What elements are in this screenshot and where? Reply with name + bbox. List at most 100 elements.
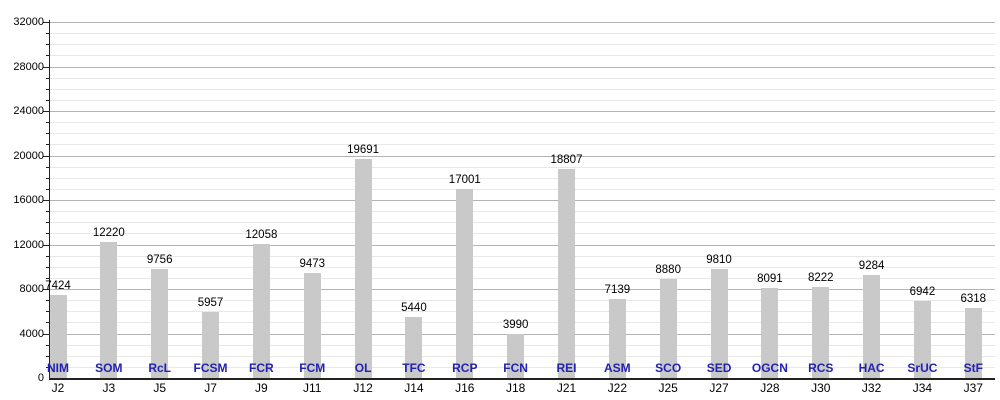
y-minor-tick: [46, 88, 49, 90]
minor-gridline: [49, 144, 995, 146]
bar-value-label: 7424: [45, 280, 71, 293]
x-tick-label: J22: [607, 381, 628, 395]
x-tick-label: J27: [709, 381, 729, 395]
y-minor-tick: [46, 300, 49, 302]
y-major-tick: [43, 200, 49, 201]
minor-gridline: [49, 300, 995, 302]
bar-series-label: RCP: [452, 361, 478, 375]
major-gridline: [49, 289, 995, 290]
bar-series-label: SOM: [95, 361, 123, 375]
bar-value-label: 8091: [757, 272, 783, 285]
major-gridline: [49, 200, 995, 201]
y-major-tick: [43, 289, 49, 290]
minor-gridline: [49, 166, 995, 168]
bar: [151, 269, 169, 378]
major-gridline: [49, 22, 995, 23]
bar-value-label: 12220: [92, 227, 125, 240]
bar-value-label: 9756: [146, 254, 173, 267]
minor-gridline: [49, 88, 995, 90]
bar-value-label: 6942: [909, 285, 936, 298]
bar-value-label: 17001: [448, 173, 481, 186]
bar-series-label: HAC: [858, 361, 885, 375]
bar-value-label: 12058: [245, 228, 278, 241]
bar-series-label: REI: [556, 361, 577, 375]
x-tick-label: J9: [255, 381, 268, 395]
bar: [659, 279, 677, 378]
bar-series-label: FCSM: [193, 361, 228, 375]
y-tick-label: 16000: [13, 194, 44, 206]
x-tick-label: J12: [353, 381, 373, 395]
y-minor-tick: [46, 255, 49, 257]
x-tick-label: J32: [861, 381, 882, 395]
minor-gridline: [49, 277, 995, 279]
x-tick-label: J25: [658, 381, 678, 395]
minor-gridline: [49, 322, 995, 324]
bar-series-label: FCN: [503, 361, 528, 375]
y-tick-label: 32000: [13, 16, 44, 28]
bar-series-label: FCM: [299, 361, 326, 375]
minor-gridline: [49, 44, 995, 46]
bar-series-label: SrUC: [907, 361, 938, 375]
bar-series-label: StF: [963, 361, 983, 375]
y-minor-tick: [46, 166, 49, 168]
y-minor-tick: [46, 322, 49, 324]
y-minor-tick: [46, 311, 49, 313]
bar-value-label: 18807: [550, 153, 583, 166]
minor-gridline: [49, 222, 995, 224]
y-tick-label: 12000: [13, 238, 44, 251]
y-major-tick: [43, 22, 49, 23]
x-tick-label: J11: [303, 381, 322, 395]
bar: [49, 295, 67, 378]
y-minor-tick: [46, 266, 49, 268]
minor-gridline: [49, 311, 995, 313]
bar-value-label: 5440: [401, 302, 427, 315]
bar: [405, 317, 423, 378]
minor-gridline: [49, 33, 995, 35]
bar: [608, 298, 626, 378]
x-tick-label: J3: [102, 381, 116, 395]
y-minor-tick: [46, 122, 49, 124]
bar-value-label: 9473: [299, 257, 326, 270]
major-gridline: [49, 66, 995, 68]
y-axis: [49, 20, 50, 378]
bar: [964, 307, 982, 378]
y-tick-label: 8000: [19, 283, 44, 295]
bar-series-label: OGCN: [751, 361, 788, 375]
x-tick-label: J18: [505, 381, 526, 395]
y-minor-tick: [46, 233, 49, 235]
y-minor-tick: [46, 133, 49, 135]
y-minor-tick: [46, 44, 49, 46]
bar-series-label: FCR: [249, 361, 274, 375]
y-tick-label: 0: [37, 372, 44, 384]
y-minor-tick: [46, 211, 49, 213]
bar: [761, 287, 779, 378]
bar-series-label: SED: [706, 361, 732, 375]
y-minor-tick: [46, 77, 49, 79]
bar: [456, 188, 474, 378]
bar: [252, 243, 270, 378]
minor-gridline: [49, 233, 995, 235]
major-gridline: [49, 111, 995, 112]
y-minor-tick: [46, 177, 49, 179]
x-tick-label: J14: [404, 381, 424, 395]
bar: [558, 168, 575, 378]
bar-series-label: RCS: [808, 361, 834, 375]
x-tick-label: J2: [51, 381, 65, 395]
x-tick-label: J16: [455, 381, 475, 395]
y-minor-tick: [46, 55, 49, 57]
bar: [100, 242, 118, 378]
bar-value-label: 8222: [807, 271, 834, 284]
bar-value-label: 6318: [960, 292, 987, 305]
y-minor-tick: [46, 277, 49, 279]
x-tick-label: J30: [811, 381, 831, 395]
bar: [202, 311, 220, 378]
y-major-tick: [43, 333, 49, 335]
y-tick-label: 20000: [13, 149, 44, 162]
minor-gridline: [49, 255, 995, 257]
bar-value-label: 8880: [655, 264, 681, 277]
bar-series-label: OL: [354, 361, 372, 375]
y-tick-label: 4000: [19, 327, 44, 340]
y-major-tick: [43, 244, 49, 246]
minor-gridline: [49, 211, 995, 213]
